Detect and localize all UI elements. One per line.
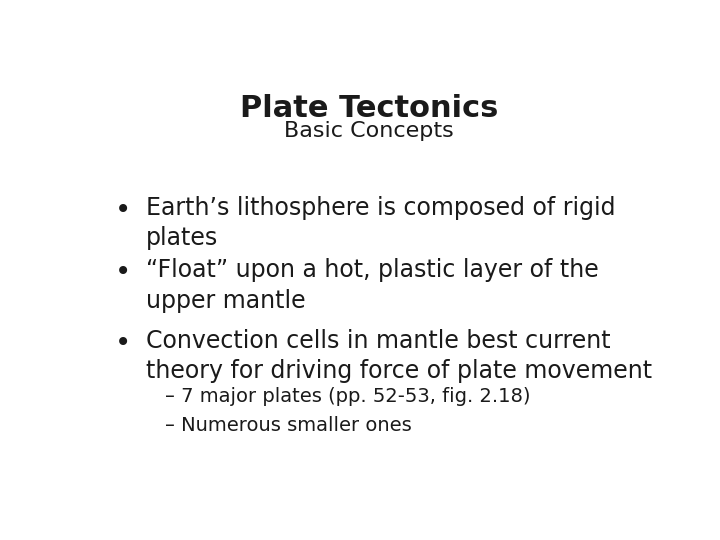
Text: Basic Concepts: Basic Concepts	[284, 121, 454, 141]
Text: •: •	[115, 258, 132, 286]
Text: – 7 major plates (pp. 52-53, fig. 2.18): – 7 major plates (pp. 52-53, fig. 2.18)	[166, 387, 531, 406]
Text: •: •	[115, 196, 132, 224]
Text: “Float” upon a hot, plastic layer of the
upper mantle: “Float” upon a hot, plastic layer of the…	[145, 258, 598, 313]
Text: Convection cells in mantle best current
theory for driving force of plate moveme: Convection cells in mantle best current …	[145, 329, 652, 383]
Text: Plate Tectonics: Plate Tectonics	[240, 94, 498, 123]
Text: – Numerous smaller ones: – Numerous smaller ones	[166, 416, 412, 435]
Text: •: •	[115, 329, 132, 357]
Text: Earth’s lithosphere is composed of rigid
plates: Earth’s lithosphere is composed of rigid…	[145, 196, 616, 251]
